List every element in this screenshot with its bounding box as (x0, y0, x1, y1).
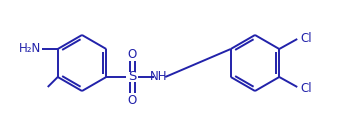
Text: S: S (128, 71, 136, 84)
Text: Cl: Cl (300, 32, 312, 44)
Text: O: O (128, 93, 137, 106)
Text: Cl: Cl (300, 82, 312, 94)
Text: O: O (128, 48, 137, 60)
Text: H₂N: H₂N (19, 42, 41, 55)
Text: NH: NH (149, 70, 167, 83)
